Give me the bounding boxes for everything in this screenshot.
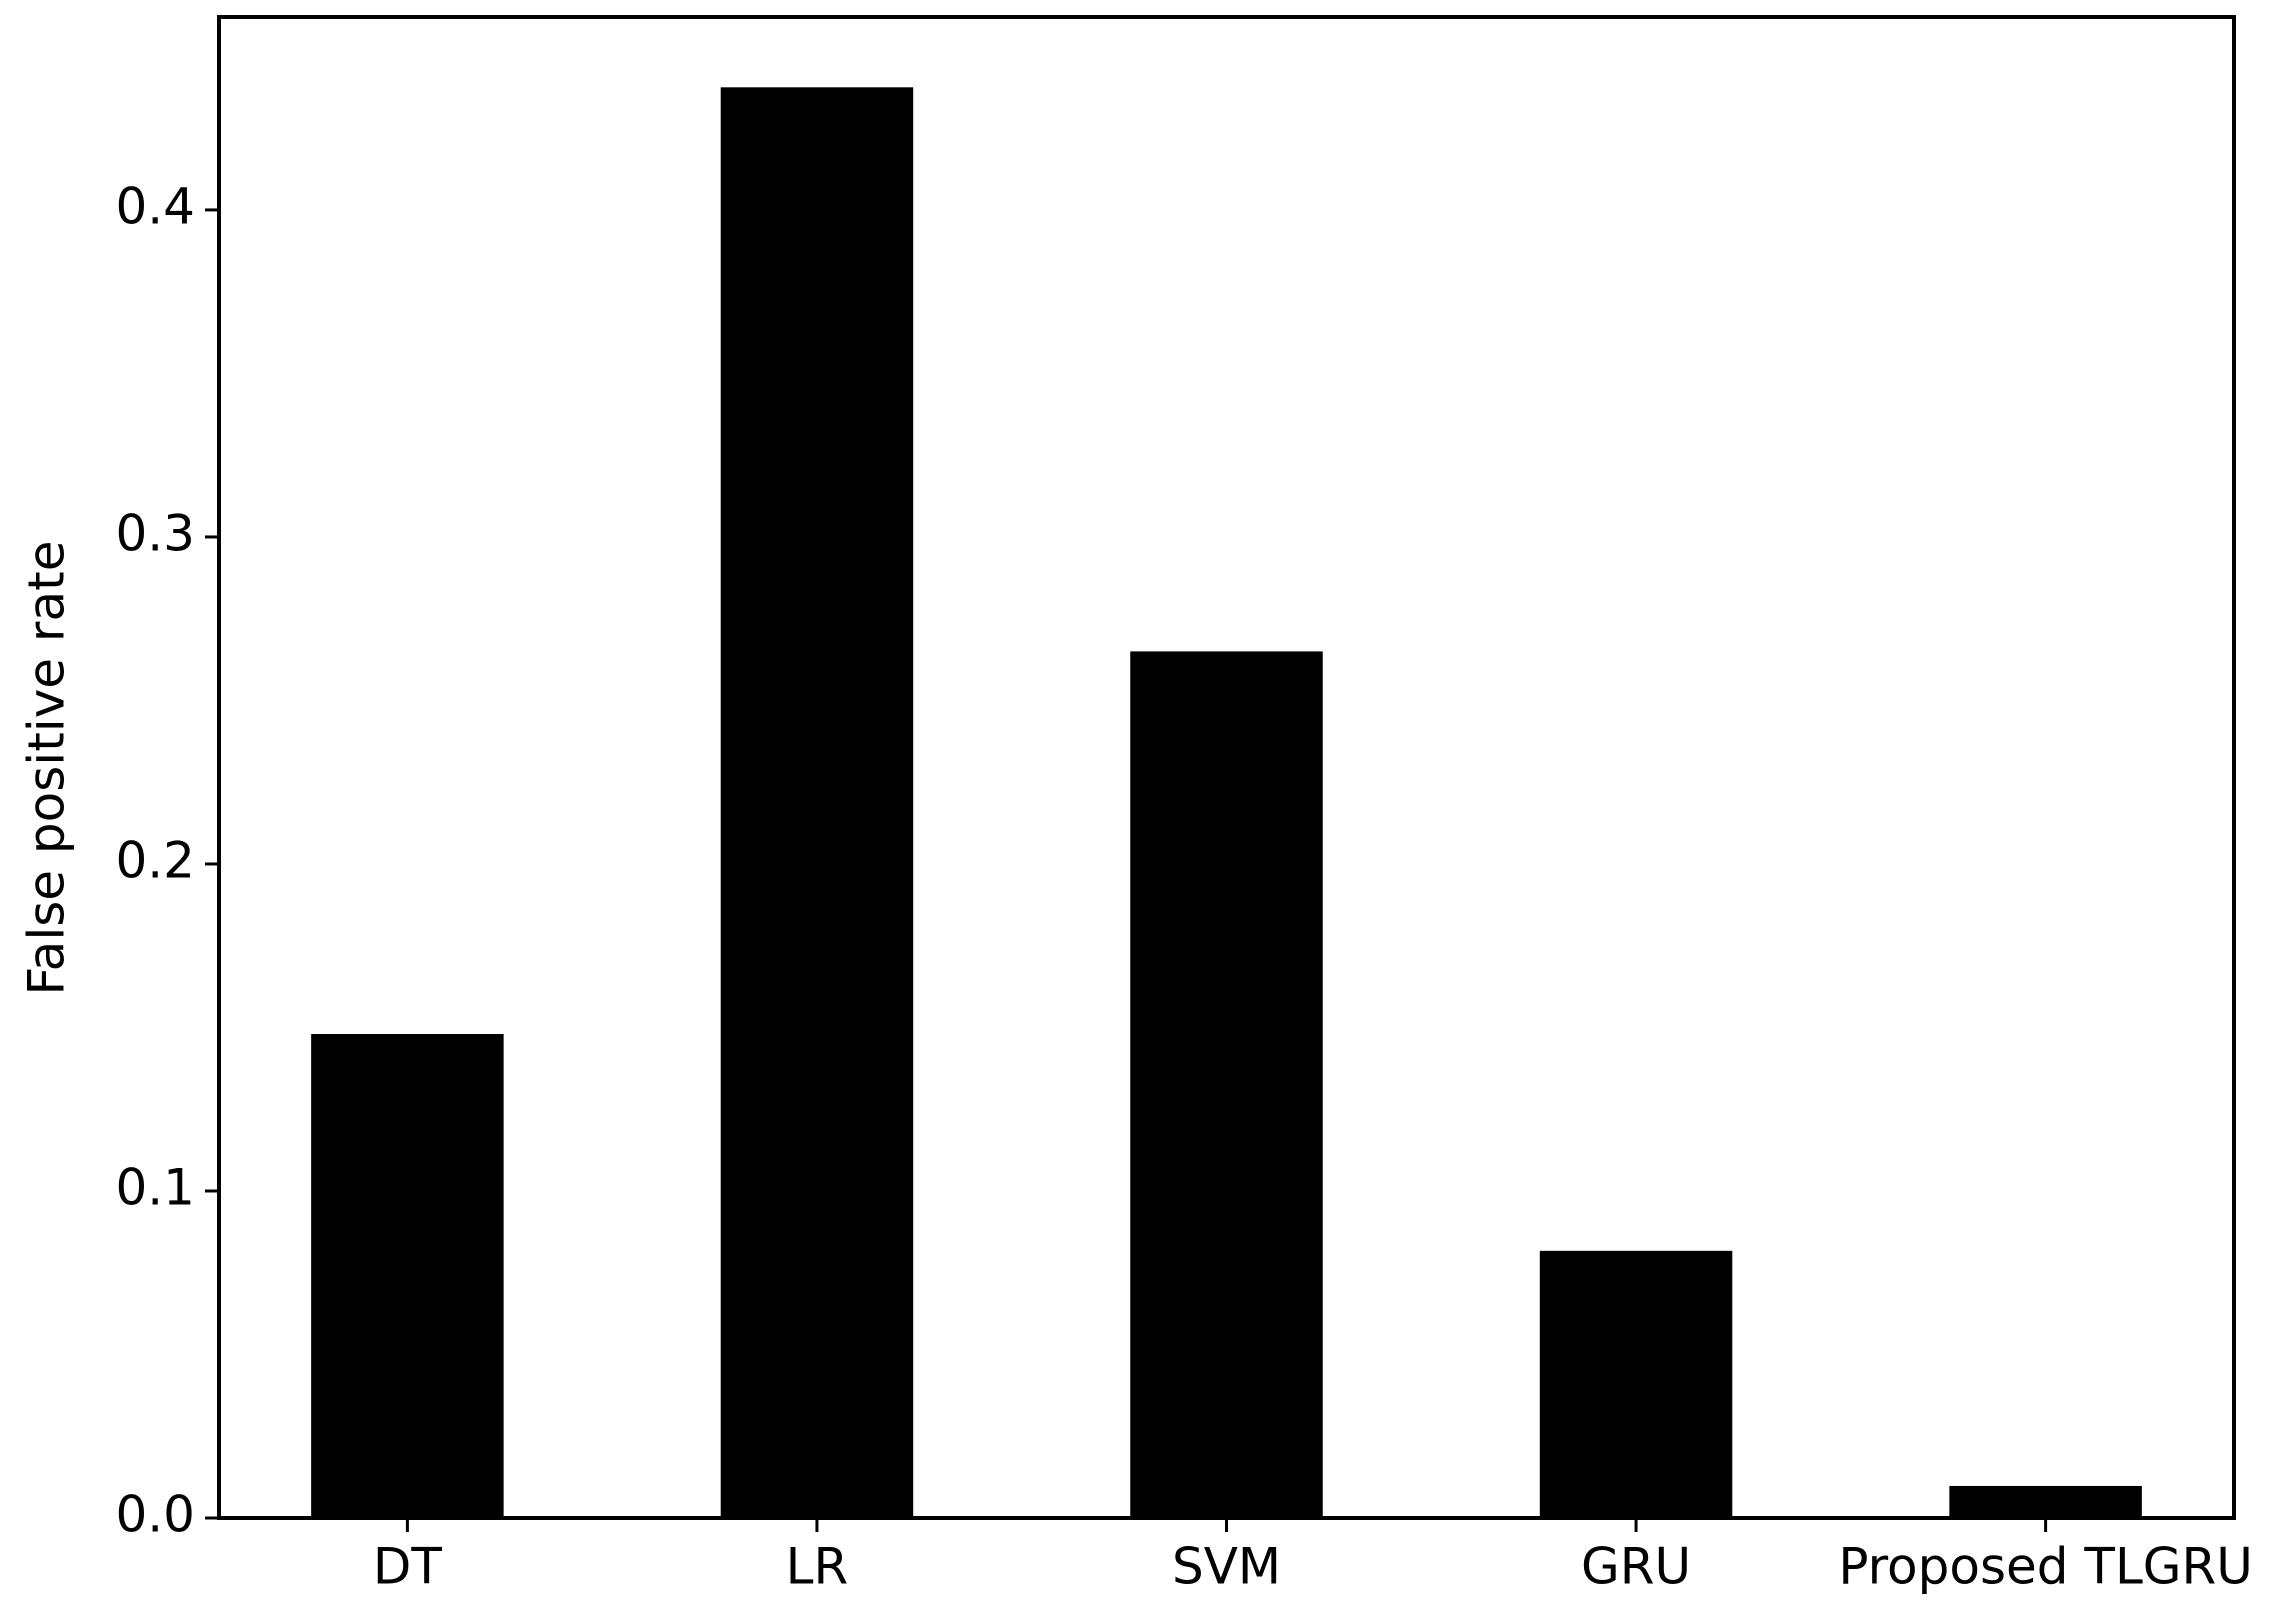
x-tick-label: SVM — [1172, 1538, 1281, 1596]
bar — [1130, 651, 1323, 1518]
x-tick-label: GRU — [1581, 1538, 1691, 1596]
bar — [720, 87, 914, 1519]
bar — [311, 1034, 504, 1518]
bar — [1949, 1485, 2142, 1518]
x-tick-label: DT — [373, 1538, 443, 1596]
y-tick-label: 0.4 — [115, 177, 195, 235]
y-tick-label: 0.3 — [115, 504, 195, 562]
bar — [1539, 1250, 1733, 1518]
y-tick-label: 0.1 — [115, 1158, 195, 1216]
y-tick-label: 0.2 — [115, 831, 195, 889]
x-tick-label: LR — [786, 1538, 849, 1596]
y-axis-label: False positive rate — [18, 541, 76, 996]
plot-frame — [217, 15, 2236, 1520]
y-tick-label: 0.0 — [115, 1486, 195, 1544]
x-tick-label: Proposed TLGRU — [1838, 1538, 2253, 1596]
